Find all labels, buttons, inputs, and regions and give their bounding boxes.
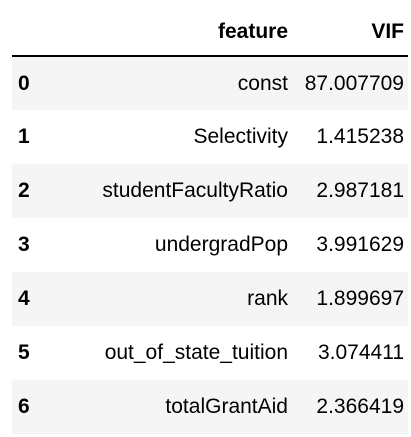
vif-table: feature VIF 0 const 87.007709 1 Selectiv… [12,8,408,434]
row-index: 1 [18,125,30,148]
vif-cell: 3.991629 [316,233,404,256]
row-index: 3 [18,233,30,256]
feature-cell: studentFacultyRatio [102,179,288,202]
feature-cell: const [237,71,288,95]
vif-cell: 3.074411 [317,341,404,364]
table-row: 4 rank 1.899697 [12,272,408,326]
feature-column-header: feature [42,8,292,57]
vif-cell: 1.899697 [316,287,404,310]
row-index: 2 [18,179,30,202]
feature-cell: undergradPop [154,233,288,256]
feature-cell: out_of_state_tuition [104,341,288,364]
vif-cell: 87.007709 [304,71,404,95]
row-index: 0 [18,71,30,95]
row-index: 5 [18,341,30,364]
row-index: 6 [18,395,30,418]
index-column-header [12,8,42,57]
header-row: feature VIF [12,8,408,57]
feature-cell: Selectivity [193,125,288,148]
table-row: 6 totalGrantAid 2.366419 [12,380,408,434]
vif-cell: 1.415238 [316,125,404,148]
feature-cell: rank [247,287,288,310]
feature-cell: totalGrantAid [165,395,288,418]
table-row: 2 studentFacultyRatio 2.987181 [12,164,408,218]
table-row: 3 undergradPop 3.991629 [12,218,408,272]
vif-cell: 2.366419 [316,395,404,418]
vif-cell: 2.987181 [316,179,404,202]
table-row: 5 out_of_state_tuition 3.074411 [12,326,408,380]
row-index: 4 [18,287,30,310]
vif-column-header: VIF [292,8,408,57]
table-row: 0 const 87.007709 [12,56,408,110]
table-row: 1 Selectivity 1.415238 [12,110,408,164]
